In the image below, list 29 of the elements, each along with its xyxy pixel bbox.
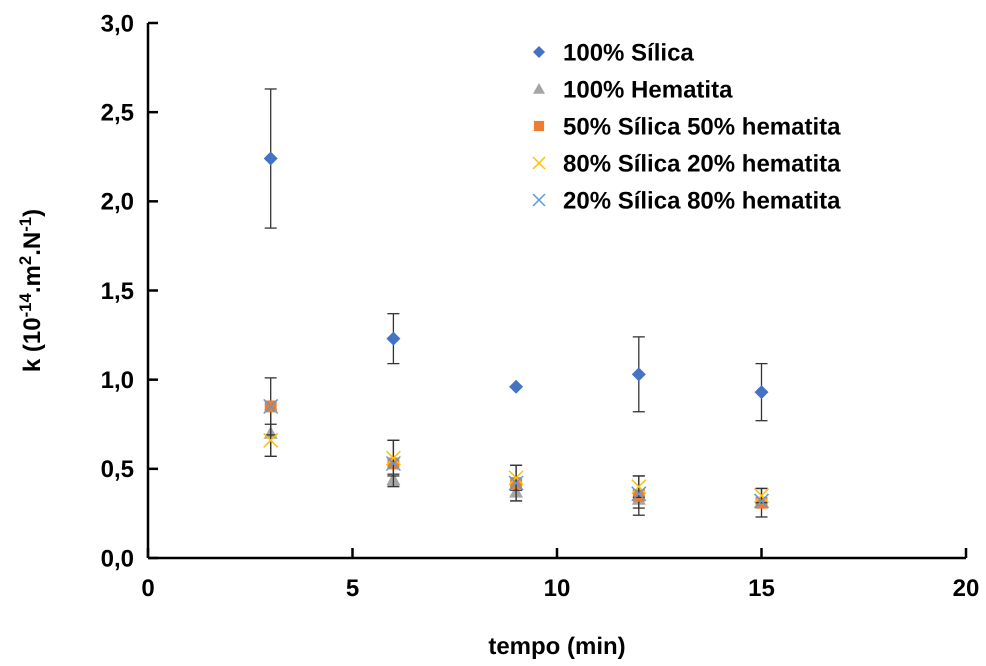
point — [386, 450, 402, 466]
x-axis-title: tempo (min) — [488, 633, 626, 660]
x-tick-label: 15 — [748, 575, 775, 602]
y-tick-label: 2,0 — [100, 188, 134, 216]
y-tick-label: 1,5 — [100, 278, 134, 305]
point — [631, 486, 647, 502]
y-tick-label: 2,5 — [100, 100, 134, 127]
y-tick-label: 0,0 — [100, 545, 134, 572]
legend-label: 20% Sílica 80% hematita — [563, 187, 842, 214]
point — [262, 432, 278, 448]
y-tick-label: 1,0 — [100, 367, 134, 394]
x-tick-label: 10 — [544, 575, 570, 602]
legend-label: 100% Sílica — [563, 39, 694, 66]
point — [631, 478, 647, 494]
legend-label: 100% Hematita — [563, 76, 734, 104]
point — [754, 385, 768, 400]
point — [264, 152, 278, 166]
point — [754, 493, 770, 509]
legend-label: 50% Sílica 50% hematita — [563, 113, 842, 140]
point — [508, 470, 524, 486]
point — [386, 332, 400, 346]
y-tick-label: 3,0 — [100, 10, 134, 38]
x-tick-label: 0 — [141, 575, 155, 602]
x-tick-label: 20 — [952, 575, 980, 602]
y-tick-label: 0,5 — [100, 456, 134, 484]
point — [632, 367, 646, 382]
legend-label: 80% Sílica 20% hematita — [563, 150, 842, 178]
point — [509, 380, 524, 394]
x-tick-label: 5 — [346, 575, 360, 602]
